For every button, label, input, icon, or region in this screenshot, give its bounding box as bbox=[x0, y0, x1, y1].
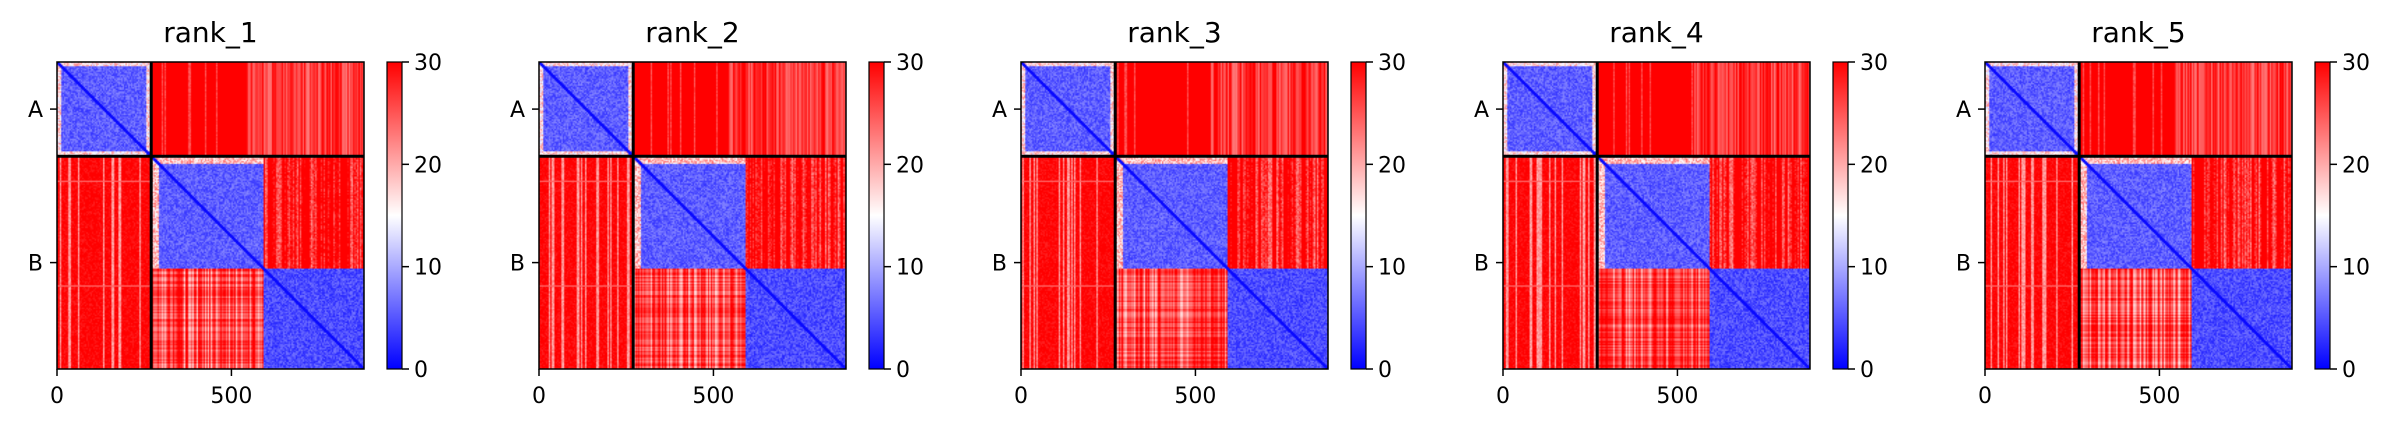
y-tick-label-B: B bbox=[992, 252, 1007, 277]
colorbar-tick-label: 20 bbox=[414, 153, 442, 178]
y-tick-label-A: A bbox=[28, 98, 43, 123]
panel-2: rank_2 A B 0 500 0 10 20 30 bbox=[510, 16, 924, 409]
panel-1: rank_1 A B 0 500 0 10 20 30 bbox=[28, 16, 442, 409]
x-tick-label: 500 bbox=[1174, 384, 1216, 409]
colorbar-tick-label: 0 bbox=[1860, 358, 1874, 383]
panel-title: rank_2 bbox=[645, 16, 739, 49]
colorbar-tick-label: 20 bbox=[1378, 153, 1406, 178]
colorbar-tick-label: 10 bbox=[1860, 256, 1888, 281]
heatmap-image bbox=[1503, 62, 1810, 369]
heatmap-image bbox=[57, 62, 364, 369]
panel-title: rank_3 bbox=[1127, 16, 1221, 49]
colorbar-tick-label: 10 bbox=[896, 256, 924, 281]
colorbar-tick-label: 0 bbox=[896, 358, 910, 383]
y-tick-label-B: B bbox=[1474, 252, 1489, 277]
colorbar-tick-label: 10 bbox=[1378, 256, 1406, 281]
plot-frame bbox=[538, 61, 847, 370]
colorbar-tick-label: 20 bbox=[2342, 153, 2370, 178]
colorbar-tick-label: 10 bbox=[2342, 256, 2370, 281]
x-tick-label: 500 bbox=[2138, 384, 2180, 409]
panel-4: rank_4 A B 0 500 0 10 20 30 bbox=[1474, 16, 1888, 409]
y-tick-label-B: B bbox=[510, 252, 525, 277]
x-tick-label: 500 bbox=[210, 384, 252, 409]
x-tick-label: 0 bbox=[50, 384, 64, 409]
x-tick-label: 500 bbox=[1656, 384, 1698, 409]
colorbar-tick-label: 0 bbox=[2342, 358, 2356, 383]
colorbar-tick-label: 30 bbox=[2342, 51, 2370, 76]
colorbar bbox=[1832, 61, 1849, 370]
x-tick-label: 0 bbox=[1978, 384, 1992, 409]
plot-frame bbox=[1502, 61, 1811, 370]
colorbar-tick-label: 20 bbox=[896, 153, 924, 178]
panel-3: rank_3 A B 0 500 0 10 20 30 bbox=[992, 16, 1406, 409]
colorbar-tick-label: 30 bbox=[414, 51, 442, 76]
x-tick-label: 500 bbox=[692, 384, 734, 409]
x-tick-label: 0 bbox=[1496, 384, 1510, 409]
colorbar-tick-label: 30 bbox=[1860, 51, 1888, 76]
colorbar bbox=[2314, 61, 2331, 370]
panel-title: rank_1 bbox=[163, 16, 257, 49]
colorbar bbox=[1350, 61, 1367, 370]
colorbar-tick-label: 0 bbox=[414, 358, 428, 383]
colorbar-tick-label: 0 bbox=[1378, 358, 1392, 383]
y-tick-label-A: A bbox=[1474, 98, 1489, 123]
plot-frame bbox=[1020, 61, 1329, 370]
y-tick-label-B: B bbox=[1956, 252, 1971, 277]
y-tick-label-A: A bbox=[510, 98, 525, 123]
y-tick-label-B: B bbox=[28, 252, 43, 277]
plot-frame bbox=[56, 61, 365, 370]
colorbar bbox=[868, 61, 885, 370]
x-tick-label: 0 bbox=[1014, 384, 1028, 409]
colorbar-tick-label: 20 bbox=[1860, 153, 1888, 178]
x-tick-label: 0 bbox=[532, 384, 546, 409]
y-tick-label-A: A bbox=[992, 98, 1007, 123]
colorbar-tick-label: 30 bbox=[1378, 51, 1406, 76]
plot-frame bbox=[1984, 61, 2293, 370]
colorbar-tick-label: 10 bbox=[414, 256, 442, 281]
colorbar bbox=[386, 61, 403, 370]
heatmap-image bbox=[1985, 62, 2292, 369]
y-tick-label-A: A bbox=[1956, 98, 1971, 123]
panel-title: rank_5 bbox=[2091, 16, 2185, 49]
panel-5: rank_5 A B 0 500 0 10 20 30 bbox=[1956, 16, 2370, 409]
colorbar-tick-label: 30 bbox=[896, 51, 924, 76]
heatmap-image bbox=[539, 62, 846, 369]
heatmap-image bbox=[1021, 62, 1328, 369]
panel-title: rank_4 bbox=[1609, 16, 1703, 49]
